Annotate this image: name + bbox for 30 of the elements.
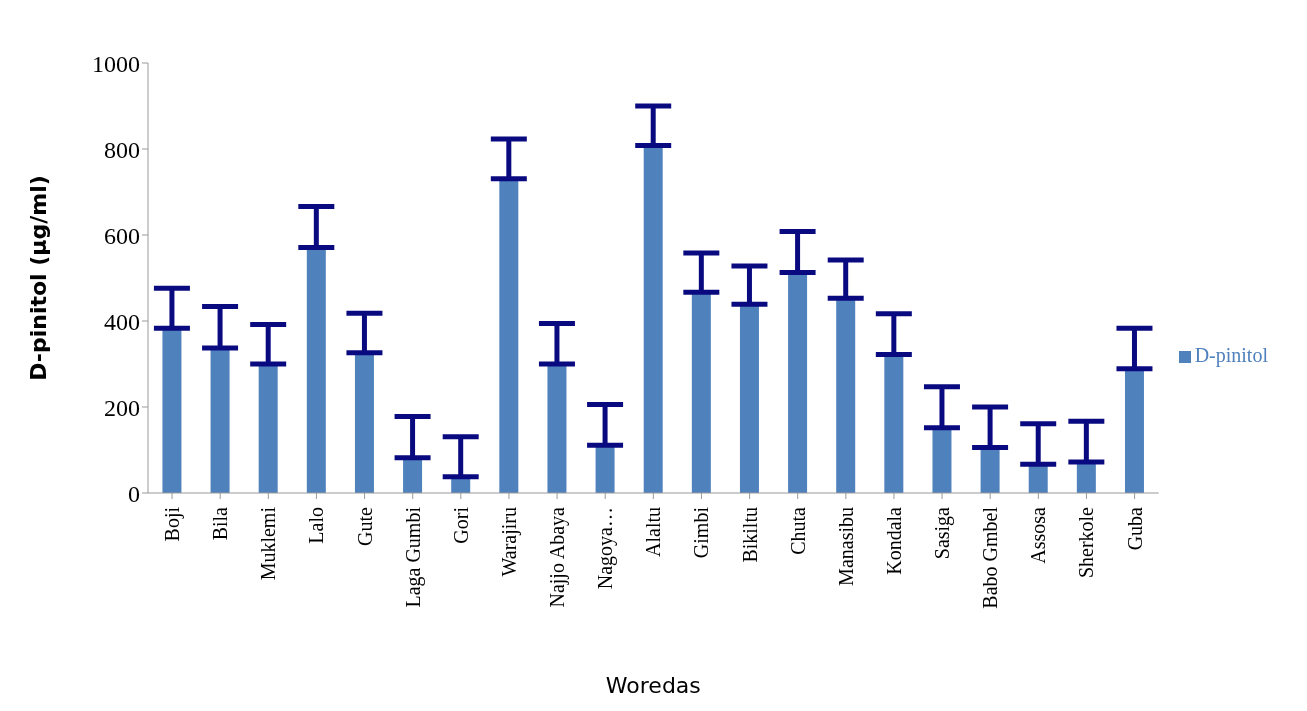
x-tick-label: Bila [209, 506, 232, 541]
x-tick-label: Manasibu [834, 507, 857, 586]
y-tick-label: 1000 [92, 50, 140, 77]
y-tick-label: 200 [104, 394, 140, 421]
x-tick-label: Lalo [305, 507, 328, 544]
x-tick-label: Najjo Abaya [546, 506, 570, 608]
x-tick-label: Boji [161, 506, 185, 542]
x-tick-label: Muklemi [257, 506, 280, 581]
y-tick-label: 800 [104, 136, 140, 163]
y-tick-label: 600 [104, 222, 140, 249]
x-tick-label: Guba [1123, 506, 1146, 551]
x-tick-label: Alaltu [642, 507, 665, 557]
y-tick-label: 400 [104, 308, 140, 335]
x-tick-label: Gute [353, 506, 376, 546]
x-tick-label: Nagoya… [594, 507, 618, 590]
x-tick-label: Babo Gmbel [979, 506, 1002, 609]
x-tick-label: Kondala [882, 506, 905, 575]
x-tick-label: Warajiru [497, 507, 521, 577]
x-tick-label: Bikiltu [738, 507, 761, 563]
y-axis-title: D-pinitol (µg/ml) [25, 175, 51, 381]
x-axis-title: Woredas [605, 673, 701, 698]
x-tick-label: Chuta [786, 506, 809, 555]
x-tick-label: Assosa [1027, 506, 1050, 564]
legend-label: D-pinitol [1194, 344, 1268, 366]
x-tick-label: Laga Gumbi [401, 506, 425, 608]
x-tick-label: Gimbi [690, 506, 713, 559]
x-tick-label: Sherkole [1075, 506, 1098, 579]
y-tick-label: 0 [128, 480, 140, 507]
x-tick-label: Gori [449, 506, 472, 544]
x-tick-label: Sasiga [931, 506, 955, 560]
